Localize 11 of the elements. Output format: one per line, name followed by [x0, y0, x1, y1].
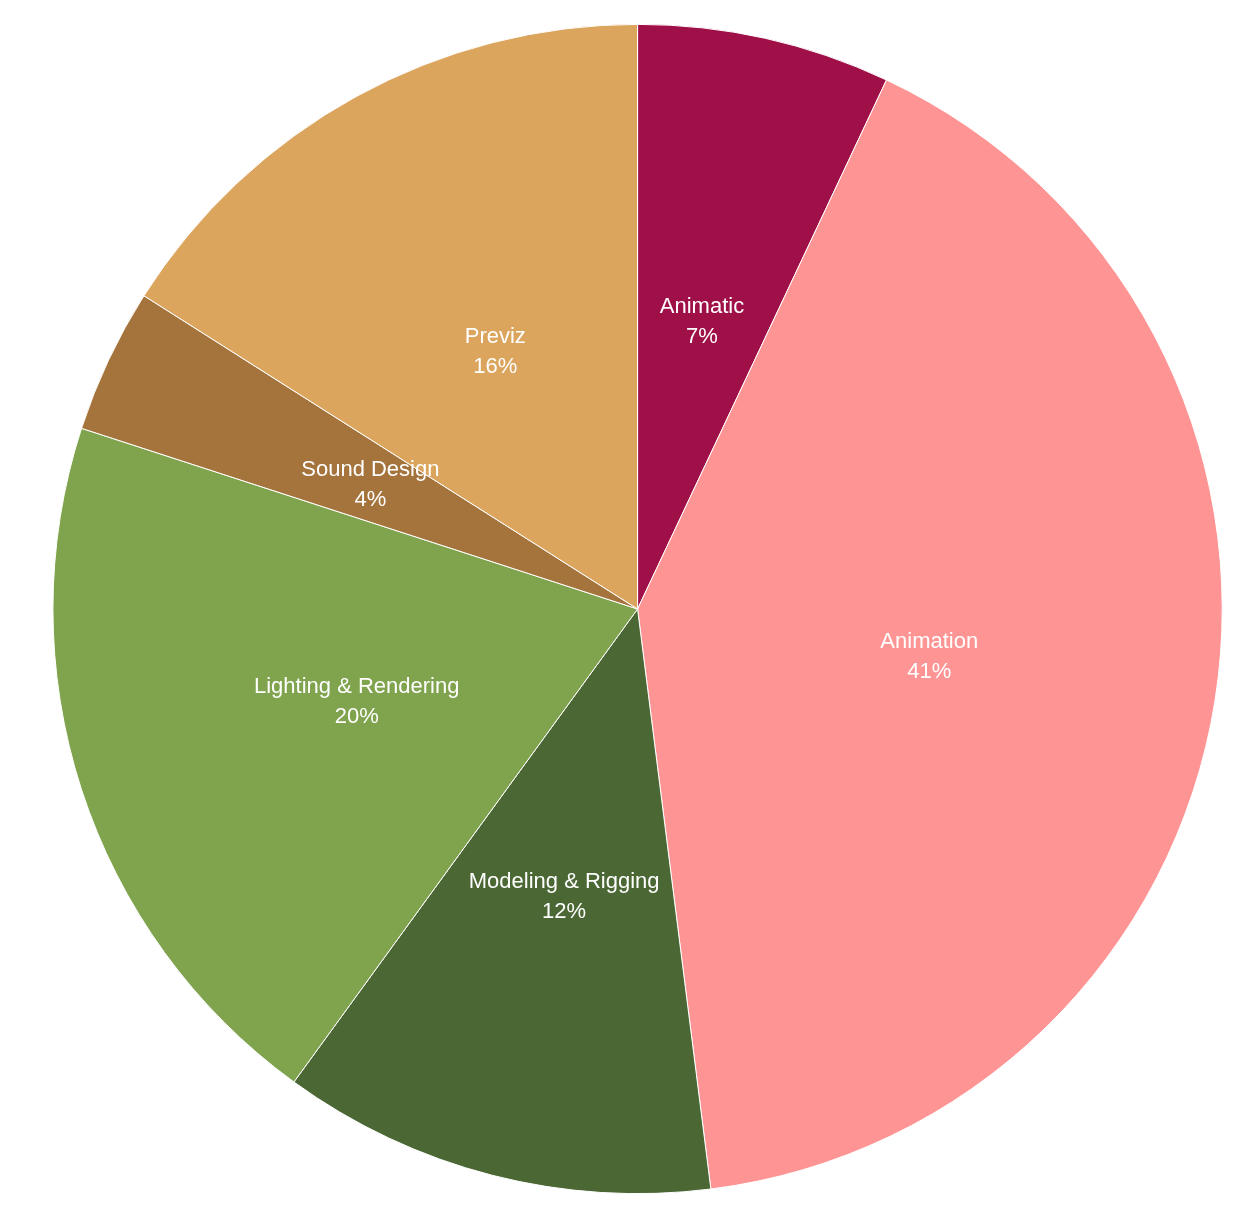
slice-label: Modeling & Rigging — [468, 867, 660, 893]
data-label: 7% — [686, 323, 718, 349]
data-label: 12% — [542, 897, 587, 923]
slice-label: Animation — [880, 627, 979, 653]
data-label: 16% — [473, 352, 518, 378]
data-label: 41% — [907, 657, 952, 683]
data-label: 20% — [334, 702, 379, 728]
slice-label: Previz — [464, 322, 526, 348]
data-label: 4% — [354, 485, 387, 511]
slice-label: Animatic — [659, 293, 745, 319]
slice-label: Lighting & Rendering — [253, 672, 460, 698]
